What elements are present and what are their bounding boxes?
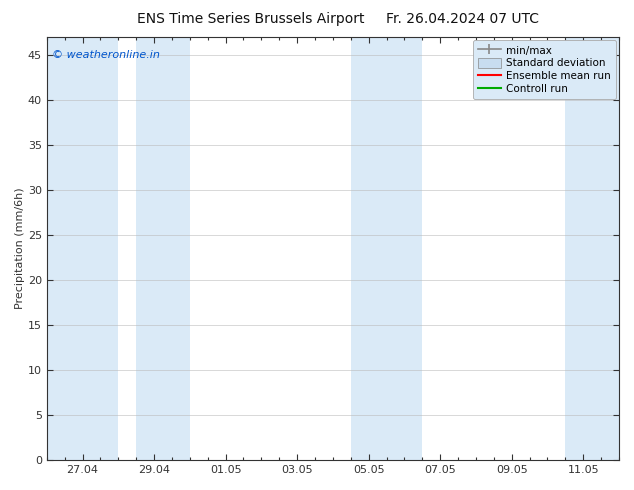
Legend: min/max, Standard deviation, Ensemble mean run, Controll run: min/max, Standard deviation, Ensemble me… bbox=[472, 40, 616, 99]
Text: ENS Time Series Brussels Airport: ENS Time Series Brussels Airport bbox=[138, 12, 365, 26]
Y-axis label: Precipitation (mm/6h): Precipitation (mm/6h) bbox=[15, 188, 25, 309]
Text: © weatheronline.in: © weatheronline.in bbox=[53, 50, 160, 60]
Text: Fr. 26.04.2024 07 UTC: Fr. 26.04.2024 07 UTC bbox=[386, 12, 539, 26]
Bar bbox=[47, 37, 119, 460]
Bar bbox=[351, 37, 422, 460]
Bar bbox=[136, 37, 190, 460]
Bar bbox=[566, 37, 619, 460]
